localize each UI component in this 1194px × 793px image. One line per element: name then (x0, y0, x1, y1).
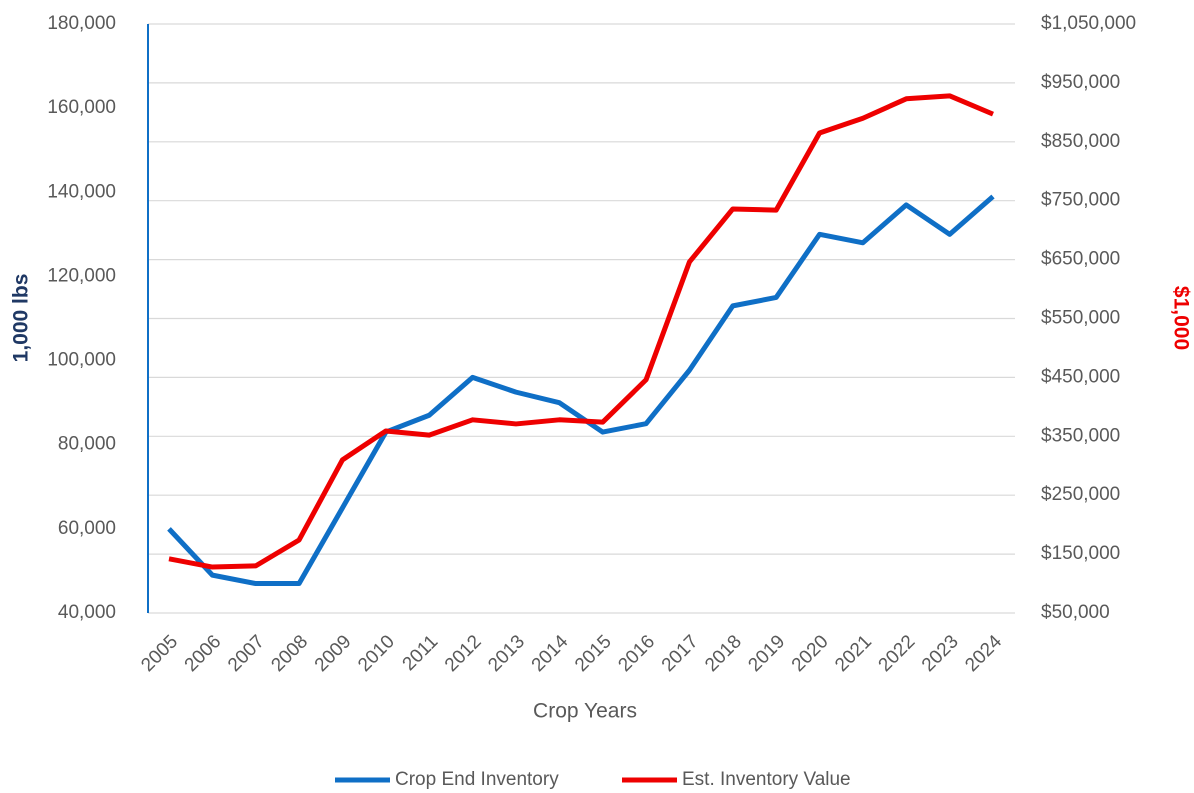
legend-label: Crop End Inventory (395, 769, 559, 790)
x-axis-title: Crop Years (533, 700, 637, 723)
y2-tick-label: $750,000 (1041, 190, 1120, 211)
y-tick-label: 80,000 (58, 434, 116, 455)
y2-tick-label: $1,050,000 (1041, 13, 1136, 34)
x-tick-label: 2014 (528, 631, 573, 676)
x-tick-label: 2006 (181, 631, 226, 676)
y-tick-label: 60,000 (58, 518, 116, 539)
y2-tick-label: $550,000 (1041, 308, 1120, 329)
y-tick-label: 160,000 (47, 97, 116, 118)
y-tick-label: 40,000 (58, 602, 116, 623)
x-tick-label: 2008 (267, 631, 312, 676)
series-line (168, 93, 994, 570)
x-tick-label: 2023 (918, 631, 963, 676)
y2-tick-label: $650,000 (1041, 249, 1120, 270)
x-tick-label: 2009 (311, 631, 356, 676)
x-tick-label: 2022 (875, 631, 920, 676)
y2-tick-label: $850,000 (1041, 131, 1120, 152)
y2-axis-title: $1,000 (1169, 286, 1192, 350)
x-tick-label: 2005 (137, 631, 182, 676)
y2-tick-label: $50,000 (1041, 602, 1110, 623)
x-tick-label: 2017 (658, 631, 703, 676)
y-tick-label: 140,000 (47, 181, 116, 202)
x-tick-label: 2016 (614, 631, 659, 676)
y-tick-label: 120,000 (47, 265, 116, 286)
x-tick-label: 2015 (571, 631, 616, 676)
y2-tick-label: $450,000 (1041, 366, 1120, 387)
x-tick-label: 2010 (354, 631, 399, 676)
x-tick-label: 2012 (441, 631, 486, 676)
y2-tick-label: $250,000 (1041, 484, 1120, 505)
y2-tick-label: $350,000 (1041, 425, 1120, 446)
y-axis-title: 1,000 lbs (10, 274, 33, 363)
y-tick-label: 180,000 (47, 13, 116, 34)
y2-tick-label: $950,000 (1041, 72, 1120, 93)
x-tick-label: 2007 (224, 631, 269, 676)
y2-tick-label: $150,000 (1041, 543, 1120, 564)
x-tick-label: 2011 (399, 631, 443, 675)
x-tick-label: 2020 (788, 631, 833, 676)
series-line (167, 194, 995, 587)
x-tick-label: 2019 (744, 631, 789, 676)
x-tick-label: 2013 (484, 631, 529, 676)
x-tick-label: 2021 (831, 631, 876, 676)
legend-label: Est. Inventory Value (682, 769, 851, 790)
x-tick-label: 2024 (961, 631, 1006, 676)
x-tick-label: 2018 (701, 631, 746, 676)
y-tick-label: 100,000 (47, 350, 116, 371)
